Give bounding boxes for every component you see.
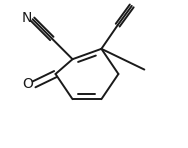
Text: O: O (22, 77, 33, 91)
Text: N: N (22, 11, 32, 25)
